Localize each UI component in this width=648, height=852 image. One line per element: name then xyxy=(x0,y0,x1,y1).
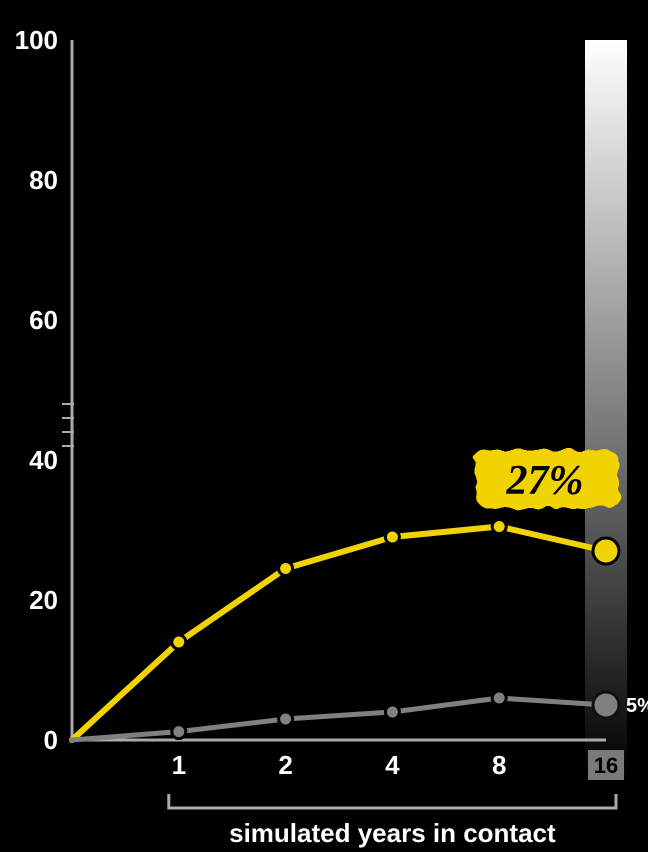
marker-yellow xyxy=(279,562,293,576)
callout-text: 27% xyxy=(506,458,584,504)
gradient-bar xyxy=(585,40,627,780)
x-tick-label: 4 xyxy=(385,750,400,780)
x-tick-label: 2 xyxy=(278,750,292,780)
marker-gray xyxy=(593,692,619,718)
x-tick-label: 1 xyxy=(172,750,186,780)
y-tick-label: 60 xyxy=(29,305,58,335)
marker-gray xyxy=(385,705,399,719)
callout: 27% xyxy=(475,450,620,508)
x-tick-label: 16 xyxy=(594,753,618,778)
marker-gray xyxy=(172,725,186,739)
marker-yellow xyxy=(172,635,186,649)
x-bracket xyxy=(169,794,616,808)
marker-yellow xyxy=(385,530,399,544)
y-tick-label: 80 xyxy=(29,165,58,195)
marker-gray xyxy=(279,712,293,726)
y-tick-label: 40 xyxy=(29,445,58,475)
series-line-gray xyxy=(72,698,606,740)
series-line-yellow xyxy=(72,527,606,741)
y-tick-label: 100 xyxy=(15,25,58,55)
marker-yellow xyxy=(593,538,619,564)
chart-svg: 0 20 40 60 80 100 5% 27% 1 2 4 8 16 simulated years i… xyxy=(0,0,648,852)
x-tick-label: 8 xyxy=(492,750,506,780)
x-axis-label: simulated years in contact xyxy=(229,818,556,848)
y-tick-label: 0 xyxy=(44,725,58,755)
y-tick-label: 20 xyxy=(29,585,58,615)
chart-container: 0 20 40 60 80 100 5% 27% 1 2 4 8 16 simulated years i… xyxy=(0,0,648,852)
series-end-label-gray: 5% xyxy=(626,695,648,717)
marker-gray xyxy=(492,691,506,705)
marker-yellow xyxy=(492,520,506,534)
